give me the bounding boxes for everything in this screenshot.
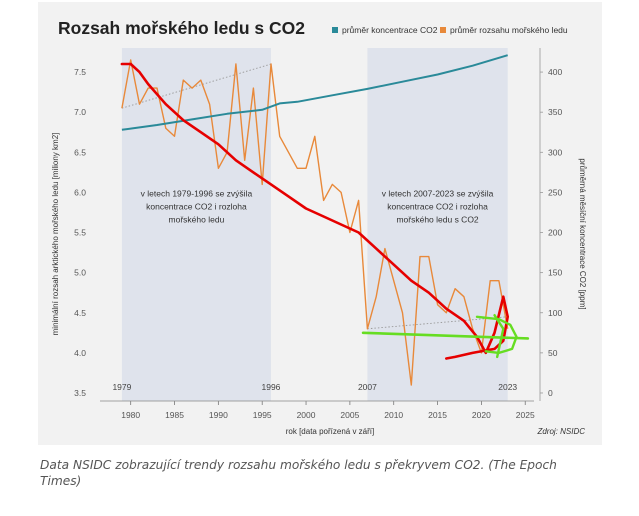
- x-tick-label-1985: 1985: [165, 410, 184, 420]
- period-label-1996: 1996: [262, 382, 281, 392]
- chart: 1979 1996 2007 2023 v letech 1979-1996 se z…: [51, 18, 587, 436]
- dotted-trend-2: [367, 316, 508, 330]
- x-tick-label-2005: 2005: [340, 410, 359, 420]
- dotted-trend-1: [121, 63, 272, 109]
- shaded-period-2: [367, 48, 508, 401]
- y-right-tick-label-100: 100: [548, 308, 562, 318]
- y-left-tick-label-6.5: 6.5: [74, 147, 86, 157]
- period-label-2007: 2007: [358, 382, 377, 392]
- y-right-tick-label-50: 50: [548, 348, 558, 358]
- y-left-tick-label-4.5: 4.5: [74, 308, 86, 318]
- y-left-tick-label-3.5: 3.5: [74, 388, 86, 398]
- y-right-tick-label-150: 150: [548, 268, 562, 278]
- y-right-tick-label-350: 350: [548, 107, 562, 117]
- y-right-tick-label-200: 200: [548, 228, 562, 238]
- sea-ice-series-line: [121, 59, 509, 386]
- annotation-1-line-3: mořského ledu: [169, 214, 225, 224]
- y-axis-label-right: průměrná měsíční koncentrace CO2 [ppm]: [578, 158, 587, 309]
- y-right-tick-label-300: 300: [548, 147, 562, 157]
- hand-drawn-red-trend: [120, 62, 510, 360]
- hand-drawn-green-check: [493, 314, 505, 359]
- x-tick-label-2015: 2015: [428, 410, 447, 420]
- legend-label-2: průměr rozsahu mořského ledu: [450, 25, 568, 35]
- legend-swatch-1: [332, 27, 338, 33]
- y-left-tick-label-6.0: 6.0: [74, 187, 86, 197]
- period-label-2023: 2023: [498, 382, 517, 392]
- x-tick-label-2020: 2020: [472, 410, 491, 420]
- chart-title: Rozsah mořského ledu s CO2: [58, 18, 305, 38]
- x-axis-label: rok [data pořízená v září]: [286, 427, 375, 436]
- x-tick-label-2010: 2010: [384, 410, 403, 420]
- annotation-1-line-1: v letech 1979-1996 se zvýšila: [141, 188, 253, 198]
- x-tick-label-2000: 2000: [297, 410, 316, 420]
- y-left-tick-label-7.0: 7.0: [74, 107, 86, 117]
- annotation-2-line-1: v letech 2007-2023 se zvýšila: [382, 188, 494, 198]
- shaded-period-1: [121, 48, 271, 401]
- period-label-1979: 1979: [112, 382, 131, 392]
- y-left-tick-label-4.0: 4.0: [74, 348, 86, 358]
- y-axis-label-left: minimální rozsah arktického mořského led…: [51, 133, 60, 336]
- annotation-2-line-3: mořského ledu s CO2: [396, 214, 478, 224]
- y-left-tick-label-5.5: 5.5: [74, 228, 86, 238]
- y-right-tick-label-0: 0: [548, 388, 553, 398]
- co2-series-line: [121, 54, 508, 131]
- x-tick-label-1990: 1990: [209, 410, 228, 420]
- y-right-tick-label-250: 250: [548, 187, 562, 197]
- figure-caption: Data NSIDC zobrazující trendy rozsahu mo…: [40, 458, 557, 488]
- source-note: Zdroj: NSIDC: [536, 427, 585, 436]
- legend-swatch-2: [440, 27, 446, 33]
- x-tick-label-1980: 1980: [121, 410, 140, 420]
- y-right-tick-label-400: 400: [548, 67, 562, 77]
- y-left-tick-label-7.5: 7.5: [74, 67, 86, 77]
- x-tick-label-2025: 2025: [516, 410, 535, 420]
- y-left-tick-label-5.0: 5.0: [74, 268, 86, 278]
- x-tick-label-1995: 1995: [253, 410, 272, 420]
- annotation-2-line-2: koncentrace CO2 i rozloha: [387, 201, 488, 211]
- annotation-1-line-2: koncentrace CO2 i rozloha: [146, 201, 247, 211]
- legend-label-1: průměr koncentrace CO2: [342, 25, 438, 35]
